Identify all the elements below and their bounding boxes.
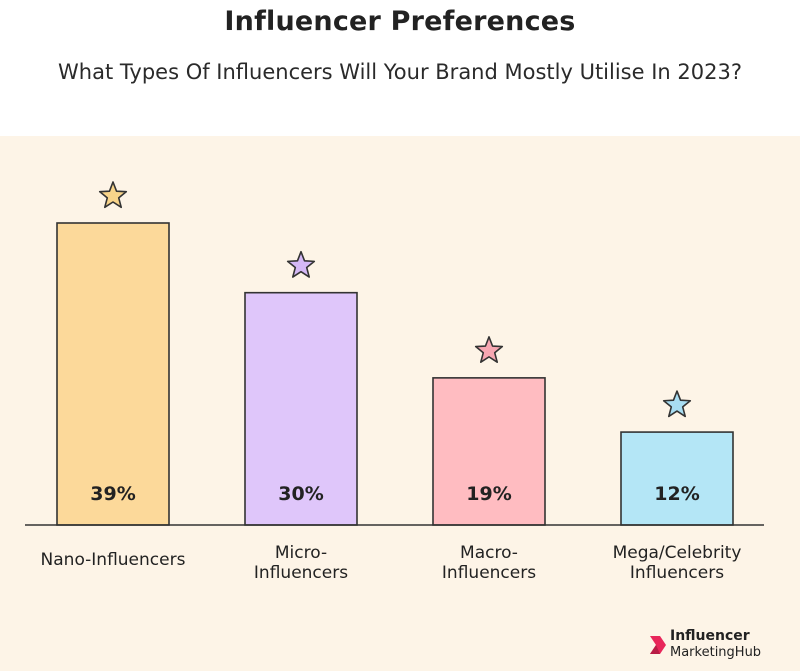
bar bbox=[620, 431, 734, 526]
chart-title: Influencer Preferences bbox=[224, 6, 576, 37]
x-tick-label: Macro- bbox=[460, 543, 518, 563]
logo-text-line2: MarketingHub bbox=[670, 645, 762, 660]
star-icon bbox=[662, 390, 692, 418]
star-icon bbox=[98, 181, 128, 209]
logo-mark-icon bbox=[650, 636, 666, 654]
chart-subtitle: What Types Of Influencers Will Your Bran… bbox=[58, 60, 742, 84]
influencer-marketing-hub-logo: Influencer MarketingHub bbox=[648, 628, 788, 664]
x-tick-label: Influencers bbox=[254, 563, 348, 583]
data-label: 39% bbox=[90, 483, 135, 505]
logo-text-line1: Influencer bbox=[670, 628, 750, 644]
x-tick-label: Mega/Celebrity bbox=[613, 543, 742, 563]
data-label: 12% bbox=[654, 483, 699, 505]
x-tick-label: Micro- bbox=[275, 543, 327, 563]
data-label: 30% bbox=[278, 483, 323, 505]
star-icon bbox=[286, 250, 316, 278]
bar bbox=[56, 222, 170, 526]
x-tick-label: Nano-Influencers bbox=[41, 550, 186, 570]
bar bbox=[244, 291, 358, 526]
x-tick-label: Influencers bbox=[442, 563, 536, 583]
x-tick-label: Influencers bbox=[630, 563, 724, 583]
star-icon bbox=[474, 336, 504, 364]
data-label: 19% bbox=[466, 483, 511, 505]
